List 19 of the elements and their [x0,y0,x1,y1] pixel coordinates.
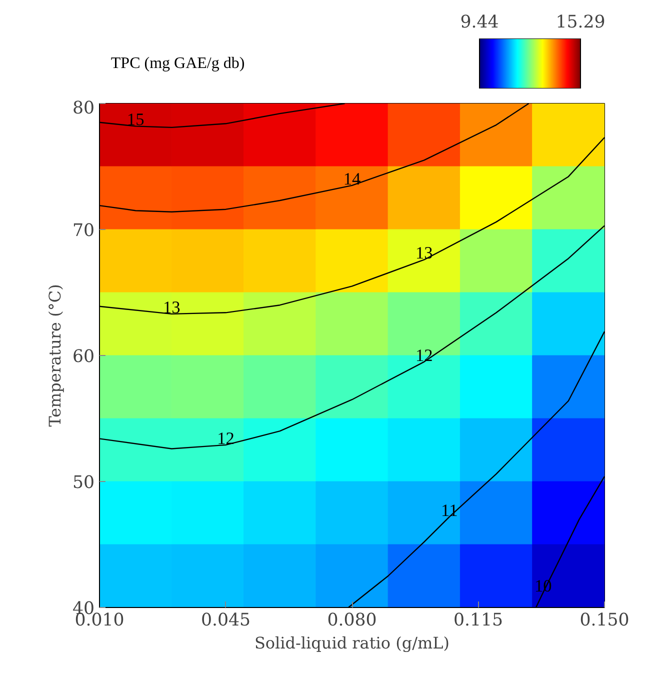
annotation: 11 [441,500,458,520]
annotation: 13 [162,298,180,317]
y-tick-label: 70 [72,221,95,241]
color-bar-label: 15.29 [556,12,606,32]
annotation: 15 [126,110,144,130]
x-axis-title: Solid-liquid ratio (g/mL) [254,634,450,652]
x-tick-label: 0.150 [580,610,630,630]
annotation: 12 [415,346,433,365]
y-tick-label: 80 [72,98,95,118]
x-tick-label: 0.045 [200,610,251,630]
x-tick-label: 0.080 [327,610,377,630]
y-tick-label: 60 [72,347,95,367]
x-tick-label: 0.115 [453,610,504,630]
y-axis-title: Temperature (°C) [45,284,64,427]
y-tick-label: 50 [72,473,95,493]
annotation: 14 [343,169,361,188]
color-bar-title: TPC (mg GAE/g db) [110,55,245,72]
color-bar-label: 9.44 [460,12,499,32]
annotation: 13 [415,244,433,263]
